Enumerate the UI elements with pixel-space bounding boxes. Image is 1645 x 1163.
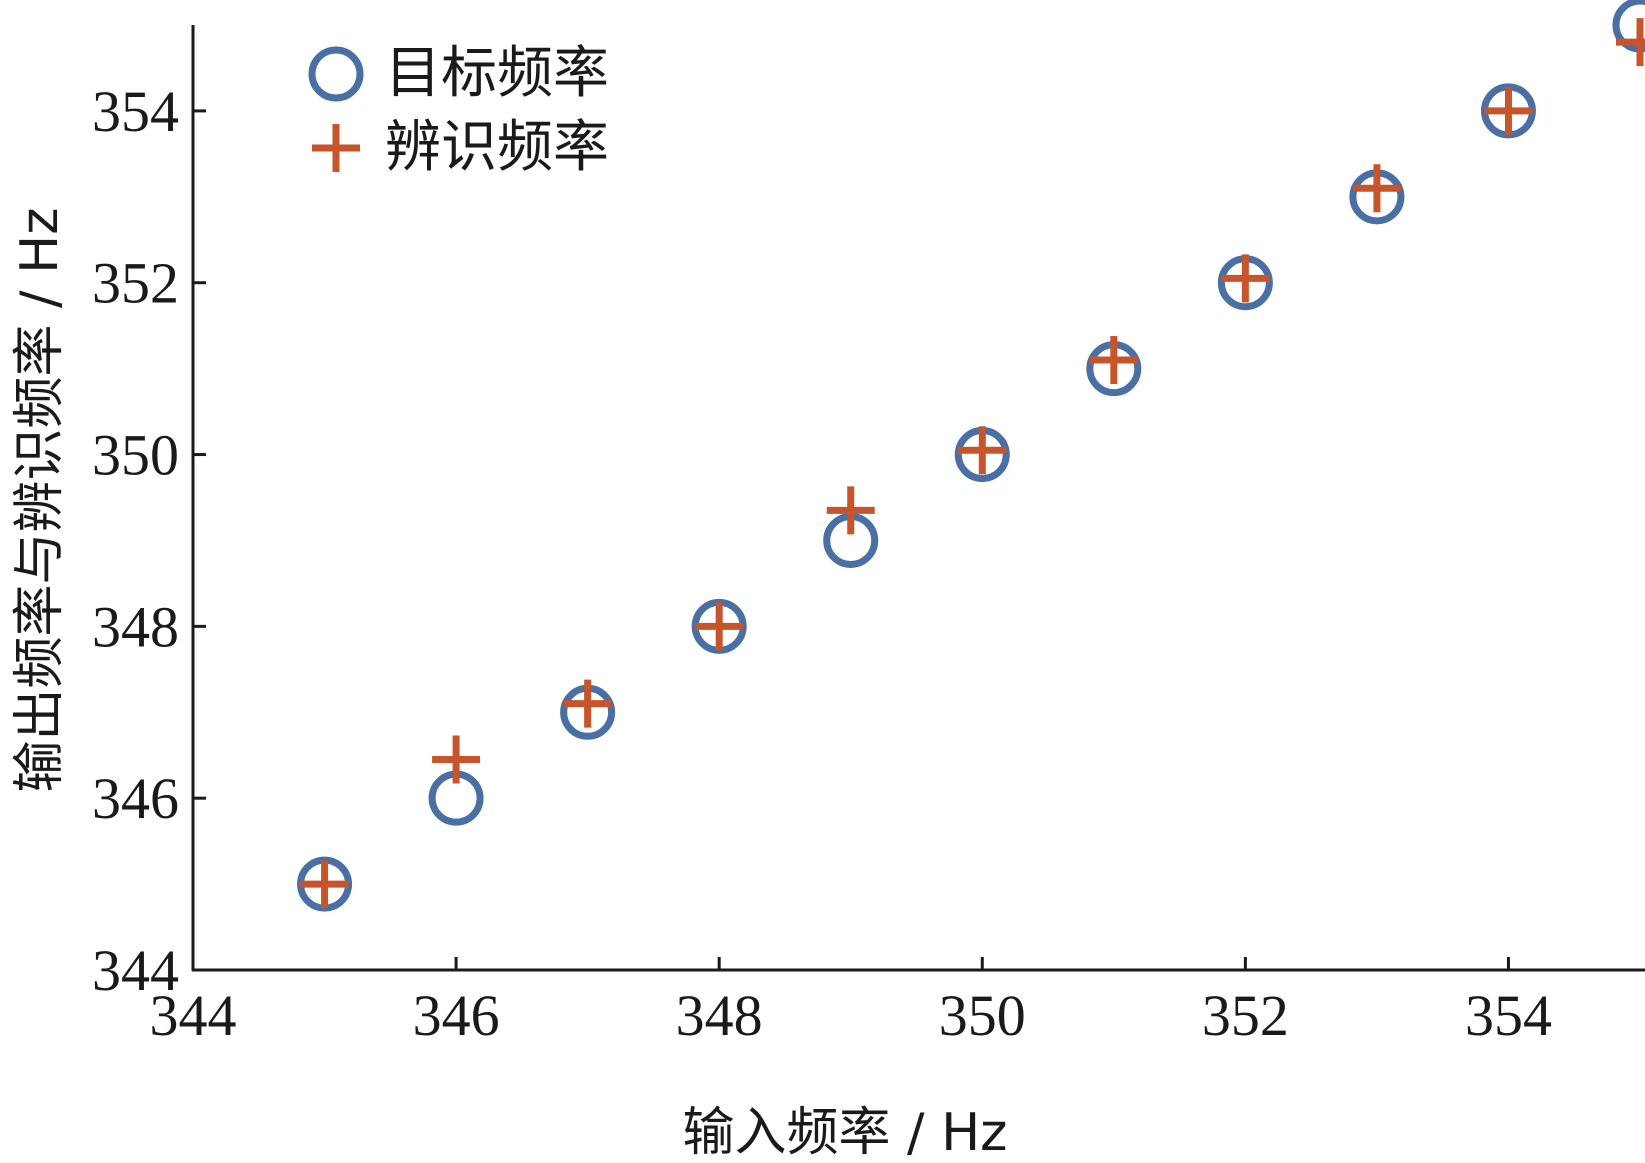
x-tick-label: 348 [676, 983, 763, 1048]
y-tick-label: 352 [92, 251, 179, 316]
x-tick-label: 352 [1202, 983, 1289, 1048]
data-marks [297, 0, 1645, 912]
identified-frequency-point [1484, 86, 1533, 135]
y-tick-label: 346 [92, 766, 179, 831]
x-tick-label: 344 [150, 983, 237, 1048]
identified-frequency-point [826, 486, 875, 535]
identified-frequency-point [958, 426, 1007, 475]
legend-circle-marker [308, 46, 364, 102]
y-tick-label: 348 [92, 594, 179, 659]
identified-frequency-point [1089, 336, 1138, 385]
y-tick-label: 354 [92, 79, 179, 144]
legend-label-identified: 辨识频率 [385, 115, 609, 180]
identified-frequency-point [1616, 18, 1645, 67]
legend: 目标频率 辨识频率 [308, 41, 609, 180]
y-axis-label: 输出频率与辨识频率 / Hz [10, 208, 70, 793]
legend-plus-marker [312, 124, 360, 172]
identified-frequency-point [300, 860, 349, 909]
y-axis-ticks: 344 346 348 350 352 354 [92, 79, 206, 1003]
y-tick-label: 344 [92, 938, 179, 1003]
x-axis-label: 输入频率 / Hz [683, 1103, 1008, 1163]
legend-item-identified: 辨识频率 [312, 115, 609, 180]
identified-frequency-point [695, 602, 744, 651]
identified-frequency-point [1352, 164, 1401, 213]
identified-frequency-point [432, 735, 481, 784]
x-tick-label: 346 [413, 983, 500, 1048]
legend-item-target: 目标频率 [308, 41, 609, 106]
identified-frequency-point [563, 679, 612, 728]
x-tick-label: 350 [939, 983, 1026, 1048]
identified-frequency-point [1221, 254, 1270, 303]
x-tick-label: 354 [1465, 983, 1552, 1048]
y-tick-label: 350 [92, 423, 179, 488]
legend-label-target: 目标频率 [385, 41, 609, 106]
axes [191, 25, 1645, 972]
x-axis-ticks: 344 346 348 350 352 354 [150, 957, 1552, 1048]
